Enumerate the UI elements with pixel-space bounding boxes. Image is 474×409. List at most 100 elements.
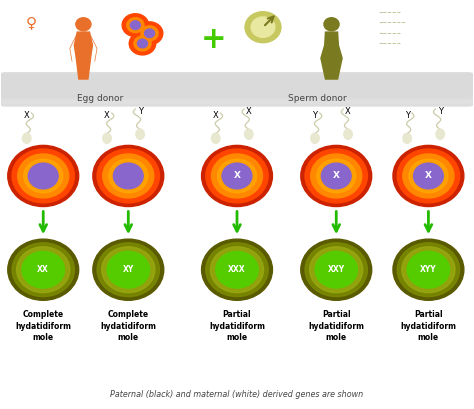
Text: ~~~~~: ~~~~~: [379, 31, 402, 36]
Circle shape: [305, 149, 367, 203]
Circle shape: [102, 247, 155, 293]
Ellipse shape: [136, 129, 145, 139]
Polygon shape: [74, 32, 92, 79]
Text: Egg donor: Egg donor: [77, 94, 123, 103]
Circle shape: [113, 163, 143, 189]
Text: XXX: XXX: [228, 265, 246, 274]
FancyBboxPatch shape: [0, 74, 474, 104]
Circle shape: [22, 252, 64, 288]
Text: ~~~~~~: ~~~~~~: [379, 20, 407, 26]
Circle shape: [141, 26, 158, 41]
Circle shape: [12, 149, 74, 203]
Circle shape: [93, 145, 164, 207]
Circle shape: [315, 252, 357, 288]
Polygon shape: [321, 32, 342, 79]
FancyBboxPatch shape: [0, 74, 474, 101]
Circle shape: [28, 163, 58, 189]
Circle shape: [8, 145, 79, 207]
Circle shape: [24, 159, 63, 193]
FancyBboxPatch shape: [0, 74, 474, 101]
Circle shape: [129, 32, 156, 55]
Text: X: X: [246, 107, 252, 116]
Text: Y: Y: [405, 111, 410, 120]
Ellipse shape: [311, 133, 319, 144]
Circle shape: [403, 154, 454, 198]
Ellipse shape: [344, 129, 352, 139]
Circle shape: [413, 163, 443, 189]
Text: Complete
hydatidiform
mole: Complete hydatidiform mole: [100, 310, 156, 342]
Circle shape: [211, 154, 263, 198]
Circle shape: [103, 154, 154, 198]
Circle shape: [12, 243, 74, 297]
Circle shape: [76, 18, 91, 31]
Circle shape: [134, 36, 151, 51]
FancyBboxPatch shape: [0, 74, 474, 99]
Text: X: X: [345, 107, 351, 116]
Circle shape: [397, 149, 460, 203]
Circle shape: [393, 239, 464, 300]
FancyBboxPatch shape: [0, 74, 474, 103]
Circle shape: [407, 252, 450, 288]
Circle shape: [216, 252, 258, 288]
Circle shape: [210, 247, 264, 293]
Circle shape: [122, 14, 149, 36]
Circle shape: [301, 145, 372, 207]
Circle shape: [311, 154, 362, 198]
Circle shape: [109, 159, 148, 193]
FancyBboxPatch shape: [0, 74, 474, 102]
FancyBboxPatch shape: [0, 74, 474, 98]
Text: X: X: [24, 111, 29, 120]
Ellipse shape: [103, 133, 111, 144]
Text: Partial
hydatidiform
mole: Partial hydatidiform mole: [308, 310, 364, 342]
FancyBboxPatch shape: [0, 74, 474, 98]
Circle shape: [137, 39, 147, 48]
FancyBboxPatch shape: [0, 74, 474, 99]
Ellipse shape: [403, 133, 411, 144]
Circle shape: [18, 154, 69, 198]
FancyBboxPatch shape: [0, 74, 474, 104]
Circle shape: [137, 22, 163, 45]
Circle shape: [97, 243, 159, 297]
Ellipse shape: [211, 133, 220, 144]
Circle shape: [402, 247, 455, 293]
Circle shape: [393, 145, 464, 207]
FancyBboxPatch shape: [0, 74, 474, 100]
FancyBboxPatch shape: [0, 74, 474, 101]
Circle shape: [93, 239, 164, 300]
Circle shape: [107, 252, 150, 288]
Circle shape: [201, 239, 273, 300]
Text: Paternal (black) and maternal (white) derived genes are shown: Paternal (black) and maternal (white) de…: [110, 390, 364, 399]
Circle shape: [301, 239, 372, 300]
Text: Y: Y: [312, 111, 318, 120]
Ellipse shape: [22, 133, 31, 144]
Text: Y: Y: [137, 107, 143, 116]
Circle shape: [317, 159, 356, 193]
FancyBboxPatch shape: [0, 74, 474, 100]
Circle shape: [97, 149, 159, 203]
Circle shape: [222, 163, 252, 189]
Circle shape: [127, 18, 144, 33]
Circle shape: [251, 17, 275, 37]
Circle shape: [17, 247, 70, 293]
Circle shape: [8, 239, 79, 300]
Text: X: X: [333, 171, 340, 180]
Circle shape: [218, 159, 256, 193]
Circle shape: [201, 145, 273, 207]
Text: Sperm donor: Sperm donor: [288, 94, 346, 103]
Circle shape: [397, 243, 460, 297]
Circle shape: [321, 163, 351, 189]
Text: XXY: XXY: [328, 265, 345, 274]
Circle shape: [145, 29, 155, 38]
FancyBboxPatch shape: [0, 72, 474, 107]
Text: X: X: [234, 171, 240, 180]
Text: Y: Y: [438, 107, 443, 116]
Circle shape: [245, 12, 281, 43]
FancyBboxPatch shape: [0, 74, 474, 102]
Text: X: X: [213, 111, 219, 120]
Text: X: X: [425, 171, 432, 180]
Circle shape: [305, 243, 367, 297]
Text: ~~~~~: ~~~~~: [379, 10, 402, 16]
Ellipse shape: [436, 129, 445, 139]
Circle shape: [206, 149, 268, 203]
Text: Complete
hydatidiform
mole: Complete hydatidiform mole: [15, 310, 71, 342]
